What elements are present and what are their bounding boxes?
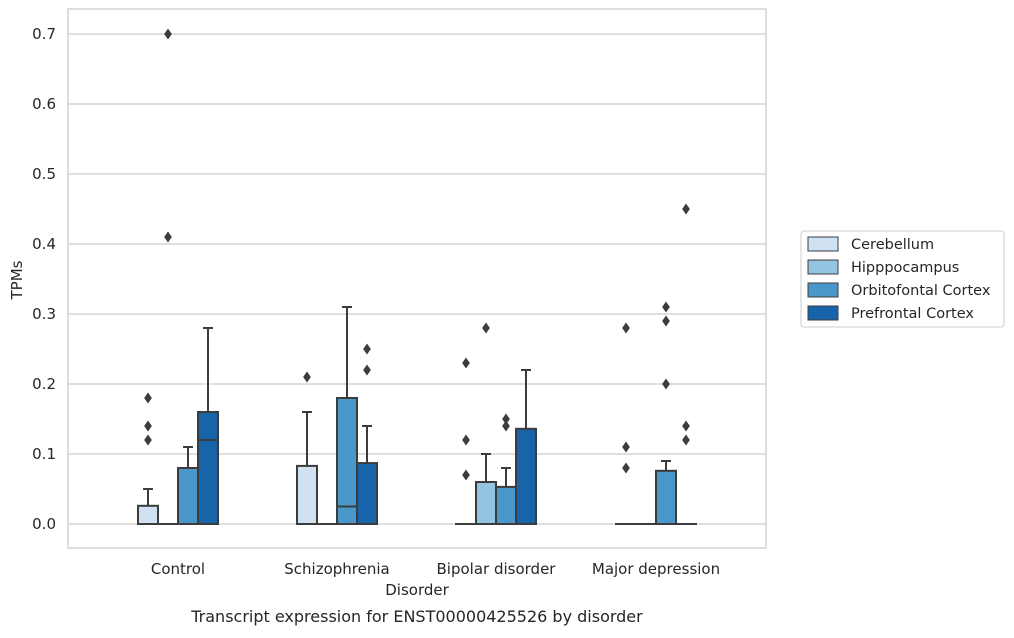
y-axis-label: TPMs	[8, 260, 26, 300]
box-plot	[516, 370, 536, 524]
box	[496, 487, 516, 524]
box	[138, 506, 158, 524]
outlier-point	[663, 379, 670, 389]
box-plot	[158, 29, 178, 524]
y-tick-label: 0.6	[32, 95, 56, 113]
outlier-point	[503, 414, 510, 424]
box-plot	[456, 358, 476, 524]
legend-swatch	[808, 306, 838, 320]
box	[516, 429, 536, 524]
box-plot	[198, 328, 218, 524]
gridlines	[68, 34, 766, 524]
y-tick-label: 0.3	[32, 305, 56, 323]
outlier-point	[623, 463, 630, 473]
x-tick-label: Schizophrenia	[284, 560, 389, 578]
x-tick-labels: Control Schizophrenia Bipolar disorder Majo…	[151, 560, 720, 578]
outlier-point	[483, 323, 490, 333]
outlier-point	[683, 435, 690, 445]
box	[198, 412, 218, 524]
y-tick-label: 0.5	[32, 165, 56, 183]
box	[178, 468, 198, 524]
x-tick-label: Control	[151, 560, 205, 578]
box	[656, 471, 676, 524]
legend-label: Prefrontal Cortex	[851, 306, 974, 322]
box	[337, 398, 357, 524]
outlier-point	[463, 470, 470, 480]
outlier-point	[145, 435, 152, 445]
outlier-point	[463, 358, 470, 368]
box	[357, 463, 377, 524]
legend-label: Orbitofontal Cortex	[851, 283, 991, 299]
outlier-point	[683, 204, 690, 214]
outlier-point	[165, 232, 172, 242]
legend-swatch	[808, 283, 838, 297]
outlier-point	[145, 393, 152, 403]
outlier-point	[623, 323, 630, 333]
outlier-point	[683, 421, 690, 431]
box-plot	[178, 447, 198, 524]
x-tick-label: Bipolar disorder	[437, 560, 557, 578]
box-layer	[138, 29, 696, 524]
outlier-point	[364, 365, 371, 375]
y-tick-label: 0.2	[32, 375, 56, 393]
outlier-point	[663, 316, 670, 326]
outlier-point	[364, 344, 371, 354]
outlier-point	[623, 442, 630, 452]
y-tick-labels: 0.0 0.1 0.2 0.3 0.4 0.5 0.6 0.7	[32, 25, 56, 533]
box-plot	[357, 344, 377, 524]
box-plot	[297, 372, 317, 524]
box-plot	[656, 302, 676, 524]
legend-label: Cerebellum	[851, 237, 934, 253]
legend-swatch	[808, 237, 838, 251]
box-plot	[337, 307, 357, 524]
legend-label: Hipppocampus	[851, 260, 959, 276]
y-tick-label: 0.4	[32, 235, 56, 253]
y-tick-label: 0.1	[32, 445, 56, 463]
box-plot	[496, 414, 516, 524]
box	[476, 482, 496, 524]
x-tick-label: Major depression	[592, 560, 720, 578]
outlier-point	[663, 302, 670, 312]
box	[297, 466, 317, 524]
outlier-point	[165, 29, 172, 39]
x-axis-label: Disorder	[385, 581, 449, 599]
box-plot	[676, 204, 696, 524]
outlier-point	[145, 421, 152, 431]
plot-frame	[68, 9, 766, 548]
legend: Cerebellum Hipppocampus Orbitofontal Corte…	[801, 231, 1004, 327]
box-plot	[476, 323, 496, 524]
outlier-point	[463, 435, 470, 445]
legend-swatch	[808, 260, 838, 274]
y-tick-label: 0.7	[32, 25, 56, 43]
box-plot	[616, 323, 636, 524]
outlier-point	[304, 372, 311, 382]
chart-title: Transcript expression for ENST0000042552…	[190, 607, 643, 626]
y-tick-label: 0.0	[32, 515, 56, 533]
box-plot	[138, 393, 158, 524]
